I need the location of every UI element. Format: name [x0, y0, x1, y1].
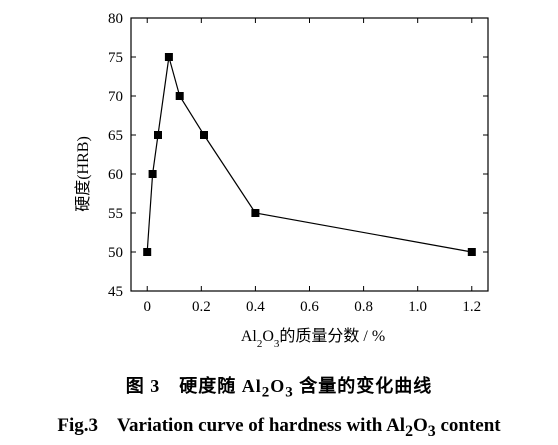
x-axis-label-part: Al — [241, 328, 258, 345]
y-tick-label: 45 — [108, 284, 123, 300]
plot-axes — [130, 17, 489, 292]
x-tick-label: 1.0 — [408, 299, 427, 315]
data-point — [200, 131, 208, 139]
caption-cn-subscript: 2 — [261, 384, 271, 401]
axis-ticks: 0 0.2 0.4 0.6 0.8 1.0 1.2 45 50 55 60 65 70 75 80 — [108, 11, 488, 315]
x-axis-label-part: 的质量分数 / % — [279, 327, 385, 345]
data-series — [143, 53, 476, 256]
data-point — [154, 131, 162, 139]
y-tick-label: 60 — [108, 167, 123, 183]
x-tick-label: 0.2 — [192, 299, 211, 315]
plot-frame — [130, 17, 489, 292]
data-point — [175, 92, 184, 100]
caption-cn-subscript: 3 — [285, 384, 294, 401]
caption-en-prefix: Fig.3 Variation curve of hardness with — [57, 415, 387, 436]
caption-cn-formula-part: O — [270, 376, 286, 396]
series-line — [146, 56, 472, 253]
y-tick-label: 75 — [108, 50, 123, 66]
y-axis-label: 硬度(HRB) — [74, 136, 92, 212]
caption-en-subscript: 3 — [427, 422, 436, 440]
y-tick-label: 70 — [108, 89, 123, 105]
data-point — [143, 248, 152, 256]
caption-cn-prefix: 图 3 硬度随 — [125, 376, 242, 396]
y-tick-label: 65 — [108, 128, 123, 144]
caption-cn-formula-part: Al — [241, 376, 262, 396]
x-tick-label: 0.4 — [246, 299, 265, 315]
figure-caption-english: Fig.3 Variation curve of hardness with A… — [0, 410, 558, 441]
caption-en-subscript: 2 — [405, 422, 413, 440]
figure-caption-chinese: 图 3 硬度随 Al2O3 含量的变化曲线 — [0, 372, 558, 402]
x-tick-label: 0 — [143, 299, 151, 315]
y-tick-label: 80 — [108, 11, 123, 27]
x-tick-label: 0.8 — [354, 299, 373, 315]
x-axis-label-subscript: 3 — [274, 338, 280, 350]
caption-en-suffix: content — [435, 415, 501, 436]
x-axis-label: Al2O3的质量分数 / % — [241, 327, 385, 350]
y-tick-label: 55 — [108, 206, 123, 222]
y-tick-label: 50 — [108, 245, 123, 261]
x-tick-label: 0.6 — [300, 299, 319, 315]
hardness-chart: 0 0.2 0.4 0.6 0.8 1.0 1.2 45 50 55 60 65 70 75 80 硬度(H… — [74, 11, 489, 350]
data-point — [148, 170, 157, 178]
data-point — [467, 248, 476, 256]
caption-en-formula-part: Al — [386, 415, 406, 436]
data-point — [164, 53, 173, 61]
x-axis-label-subscript: 2 — [257, 338, 263, 350]
x-axis-label-part: O — [262, 328, 274, 345]
caption-en-formula-part: O — [412, 415, 428, 436]
x-tick-label: 1.2 — [462, 299, 481, 315]
caption-cn-suffix: 含量的变化曲线 — [293, 376, 433, 396]
data-point — [251, 209, 260, 217]
